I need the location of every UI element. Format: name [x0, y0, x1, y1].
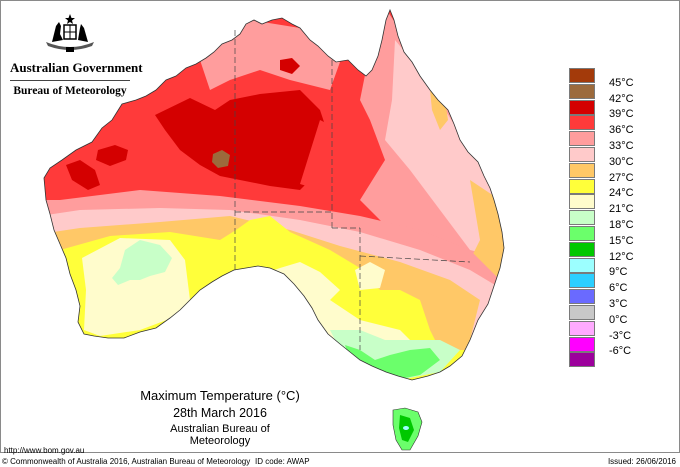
- legend-label: 45°C: [609, 76, 634, 89]
- legend-label: 15°C: [609, 234, 634, 247]
- bom-logo: Australian Government Bureau of Meteorol…: [10, 12, 143, 97]
- map-date: 28th March 2016: [173, 406, 267, 420]
- legend-swatch: [569, 289, 595, 305]
- coat-of-arms-icon: [46, 14, 94, 52]
- government-title: Australian Government: [10, 60, 143, 75]
- footer: © Commonwealth of Australia 2016, Austra…: [0, 457, 680, 467]
- issued-date: Issued: 26/06/2016: [607, 457, 676, 466]
- legend-swatch: [569, 241, 595, 257]
- legend-swatch: [569, 83, 595, 99]
- legend-label: -6°C: [609, 345, 632, 358]
- legend-swatch: [569, 162, 595, 178]
- legend-label: 18°C: [609, 219, 634, 231]
- legend-label: 6°C: [609, 282, 628, 295]
- legend-label: 33°C: [609, 140, 634, 152]
- legend-swatch: [569, 99, 595, 115]
- map-title: Maximum Temperature (°C): [140, 388, 300, 403]
- legend-label: 21°C: [609, 203, 634, 216]
- legend-swatch: [569, 147, 595, 162]
- legend-label: 30°C: [609, 155, 634, 168]
- legend-swatch: [569, 131, 595, 147]
- legend-swatch: [569, 115, 595, 131]
- legend-swatch: [569, 68, 595, 83]
- legend-label: 0°C: [609, 313, 628, 326]
- legend-swatch: [569, 210, 595, 226]
- map-source: Australian Bureau of Meteorology: [170, 423, 270, 447]
- id-code: ID code: AWAP: [255, 457, 310, 466]
- legend-swatch: [569, 178, 595, 194]
- map-caption: Maximum Temperature (°C) 28th March 2016…: [140, 388, 300, 447]
- legend-swatch: [569, 257, 595, 273]
- legend-label: 3°C: [609, 298, 628, 310]
- legend-swatch: [569, 352, 595, 368]
- legend-swatch: [569, 305, 595, 320]
- legend-swatch: [569, 320, 595, 336]
- legend-label: -3°C: [609, 329, 632, 342]
- bom-url-link[interactable]: http://www.bom.gov.au: [4, 446, 85, 455]
- logo-divider: [10, 80, 130, 81]
- agency-title: Bureau of Meteorology: [13, 85, 127, 97]
- legend-swatch: [569, 273, 595, 289]
- legend-label: 12°C: [609, 250, 634, 263]
- legend-label: 42°C: [609, 92, 634, 105]
- copyright-text: © Commonwealth of Australia 2016, Austra…: [2, 457, 251, 466]
- legend-label: 9°C: [609, 266, 628, 279]
- legend-label: 27°C: [609, 171, 634, 184]
- legend-label: 24°C: [609, 187, 634, 200]
- legend-swatch: [569, 336, 595, 352]
- legend-swatch: [569, 194, 595, 210]
- legend-swatch: [569, 226, 595, 241]
- legend-label: 39°C: [609, 108, 634, 121]
- legend-label: 36°C: [609, 124, 634, 137]
